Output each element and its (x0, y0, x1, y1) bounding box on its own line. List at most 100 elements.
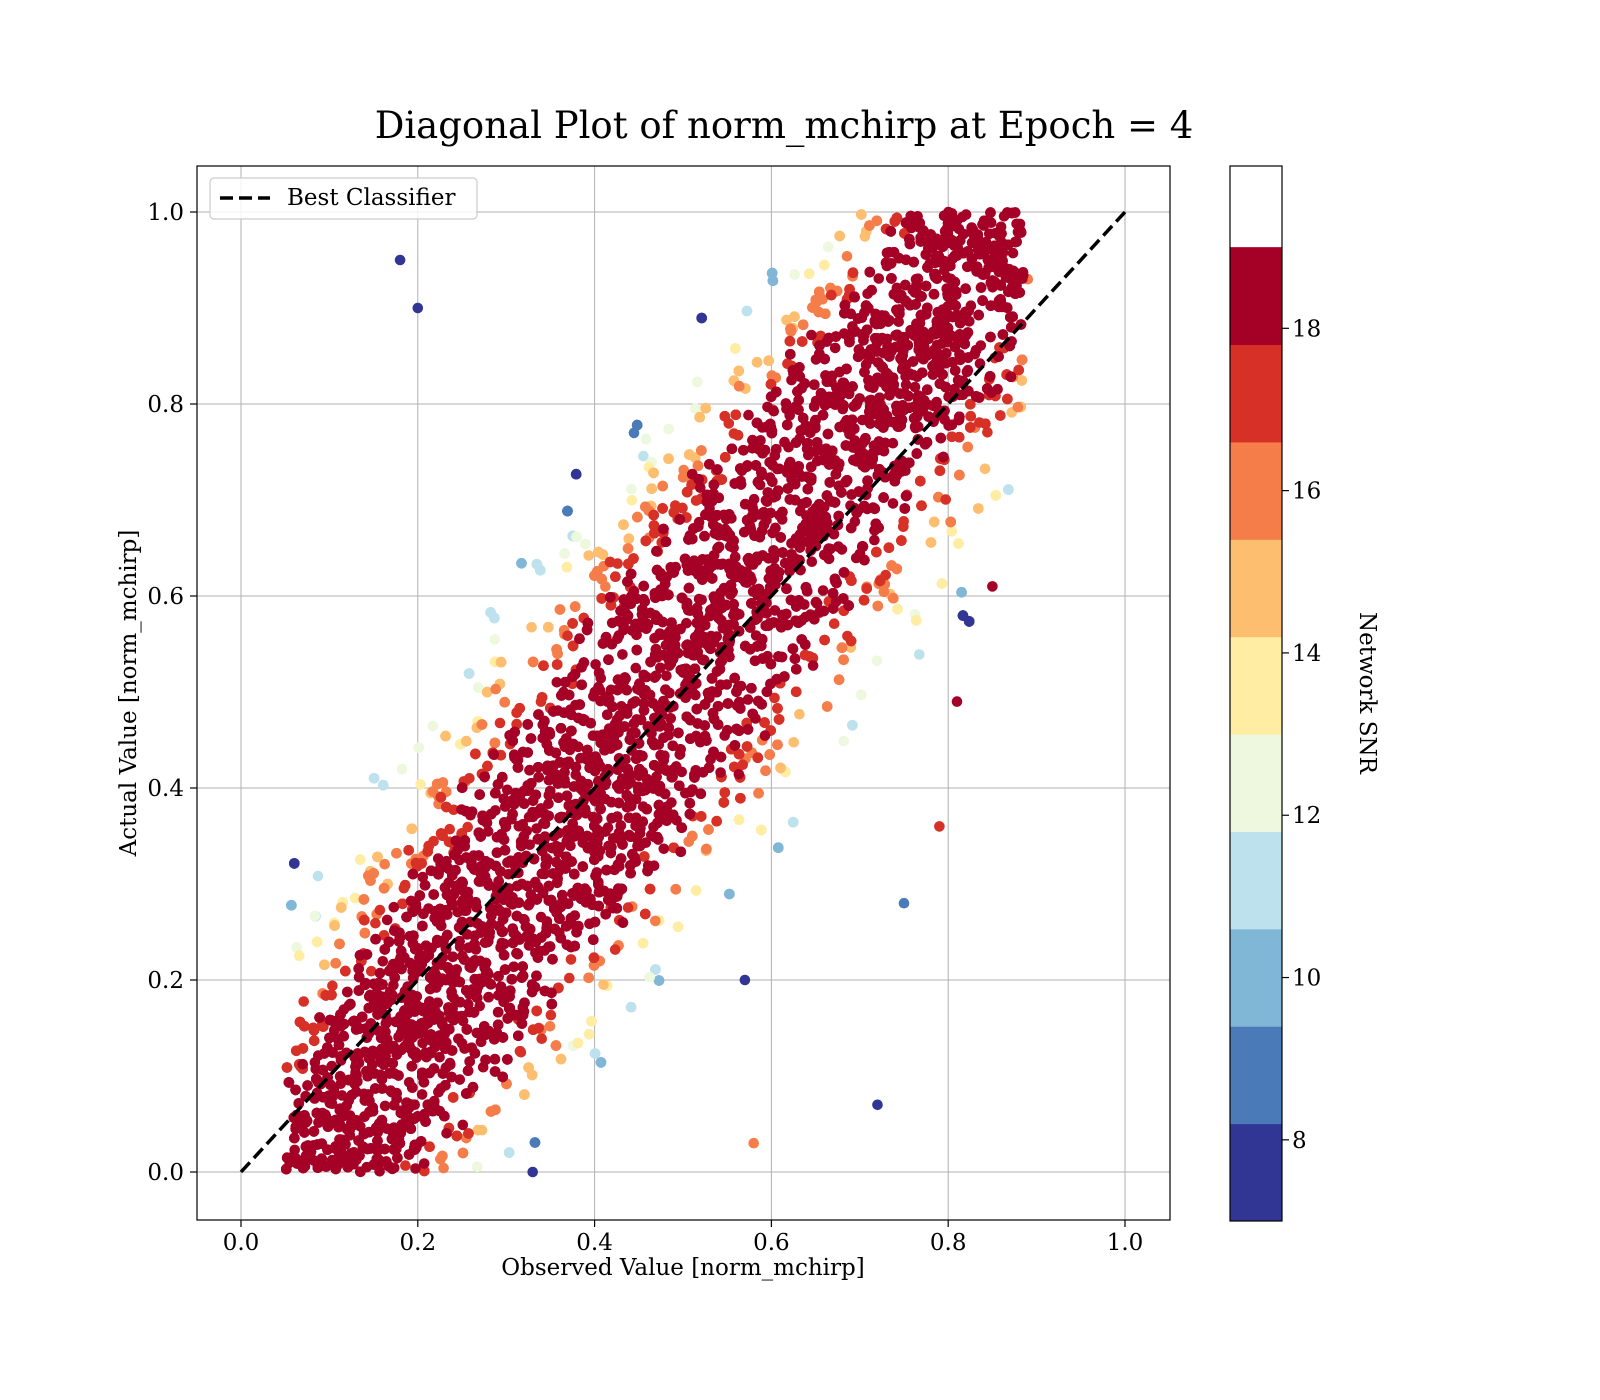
scatter-point (819, 259, 830, 271)
scatter-point (551, 677, 563, 688)
scatter-point (703, 824, 714, 835)
scatter-point (334, 938, 345, 950)
scatter-point (747, 443, 758, 454)
scatter-point (953, 538, 964, 549)
scatter-point (377, 779, 389, 791)
scatter-point (464, 773, 475, 784)
scatter-point (469, 1048, 481, 1059)
scatter-point (695, 788, 707, 800)
scatter-point (623, 533, 635, 544)
scatter-point (463, 1128, 474, 1139)
scatter-point (663, 423, 674, 435)
scatter-point (697, 767, 709, 778)
scatter-point (766, 267, 778, 279)
scatter-point (773, 842, 784, 853)
scatter-point (785, 325, 797, 337)
scatter-point (441, 1128, 452, 1139)
scatter-point (625, 867, 636, 879)
scatter-point (415, 779, 426, 790)
scatter-point (899, 503, 911, 514)
scatter-point (776, 651, 788, 663)
scatter-point (394, 254, 406, 266)
scatter-point (801, 586, 813, 597)
scatter-point (938, 451, 949, 463)
scatter-point (787, 643, 799, 654)
scatter-point (757, 447, 768, 459)
scatter-point (670, 884, 682, 895)
scatter-point (684, 798, 696, 809)
scatter-point (319, 959, 330, 971)
scatter-point (451, 1130, 463, 1142)
scatter-point (850, 552, 862, 564)
scatter-point (441, 801, 452, 813)
scatter-point (492, 1019, 504, 1031)
scatter-point (708, 713, 720, 725)
scatter-point (428, 889, 440, 900)
scatter-point (687, 830, 698, 842)
scatter-point (457, 1119, 469, 1131)
scatter-point (515, 1046, 527, 1058)
scatter-point (782, 419, 793, 431)
scatter-point (638, 580, 649, 592)
scatter-point (681, 486, 693, 498)
scatter-point (608, 902, 619, 914)
scatter-point (892, 603, 903, 615)
scatter-point (737, 759, 748, 770)
scatter-point (531, 1005, 542, 1017)
scatter-point (1012, 401, 1024, 413)
scatter-point (987, 581, 998, 592)
scatter-point (769, 692, 780, 704)
scatter-point (434, 1105, 446, 1117)
scatter-point (490, 787, 501, 799)
scatter-point (849, 516, 861, 527)
scatter-point (761, 686, 773, 698)
scatter-point (847, 267, 859, 279)
scatter-point (318, 1021, 329, 1032)
scatter-point (827, 588, 839, 599)
scatter-point (715, 751, 727, 763)
scatter-point (881, 260, 893, 272)
scatter-point (626, 495, 638, 506)
scatter-point (626, 483, 637, 495)
scatter-point (523, 940, 535, 951)
scatter-point (791, 664, 802, 675)
scatter-point (733, 365, 745, 377)
scatter-point (729, 740, 741, 751)
scatter-point (329, 920, 340, 931)
scatter-point (499, 696, 511, 708)
scatter-point (775, 762, 786, 774)
scatter-point (700, 402, 711, 414)
scatter-point (719, 730, 730, 741)
scatter-point (379, 1100, 391, 1112)
scatter-point (695, 811, 707, 822)
scatter-point (489, 1053, 501, 1065)
scatter-point (335, 902, 347, 913)
scatter-point (733, 380, 745, 392)
scatter-point (527, 1024, 539, 1035)
scatter-point (399, 879, 411, 891)
scatter-point (625, 598, 637, 610)
scatter-point (965, 411, 976, 422)
scatter-point (957, 610, 969, 621)
scatter-point (861, 583, 872, 594)
scatter-point (541, 916, 553, 927)
scatter-point (674, 514, 686, 525)
scatter-point (374, 967, 386, 979)
scatter-point (297, 1058, 309, 1070)
scatter-point (747, 708, 758, 720)
scatter-point (416, 858, 427, 869)
scatter-point (869, 524, 880, 536)
scatter-point (759, 717, 770, 728)
scatter-point (327, 980, 338, 992)
scatter-point (646, 483, 657, 495)
scatter-point (562, 630, 573, 642)
scatter-point (610, 571, 621, 582)
scatter-point (911, 615, 922, 626)
scatter-point (847, 321, 858, 332)
scatter-point (523, 1062, 534, 1073)
scatter-point (648, 520, 660, 531)
scatter-point (838, 654, 849, 666)
scatter-point (622, 543, 634, 554)
scatter-point (797, 319, 809, 331)
scatter-point (361, 949, 373, 960)
